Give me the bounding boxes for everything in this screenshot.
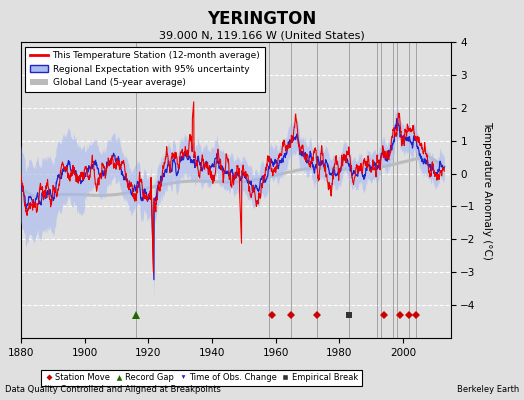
Text: Data Quality Controlled and Aligned at Breakpoints: Data Quality Controlled and Aligned at B… [5,385,221,394]
Text: 39.000 N, 119.166 W (United States): 39.000 N, 119.166 W (United States) [159,30,365,40]
Legend: Station Move, Record Gap, Time of Obs. Change, Empirical Break: Station Move, Record Gap, Time of Obs. C… [41,370,362,386]
Y-axis label: Temperature Anomaly (°C): Temperature Anomaly (°C) [483,120,493,260]
Text: Berkeley Earth: Berkeley Earth [456,385,519,394]
Text: YERINGTON: YERINGTON [208,10,316,28]
